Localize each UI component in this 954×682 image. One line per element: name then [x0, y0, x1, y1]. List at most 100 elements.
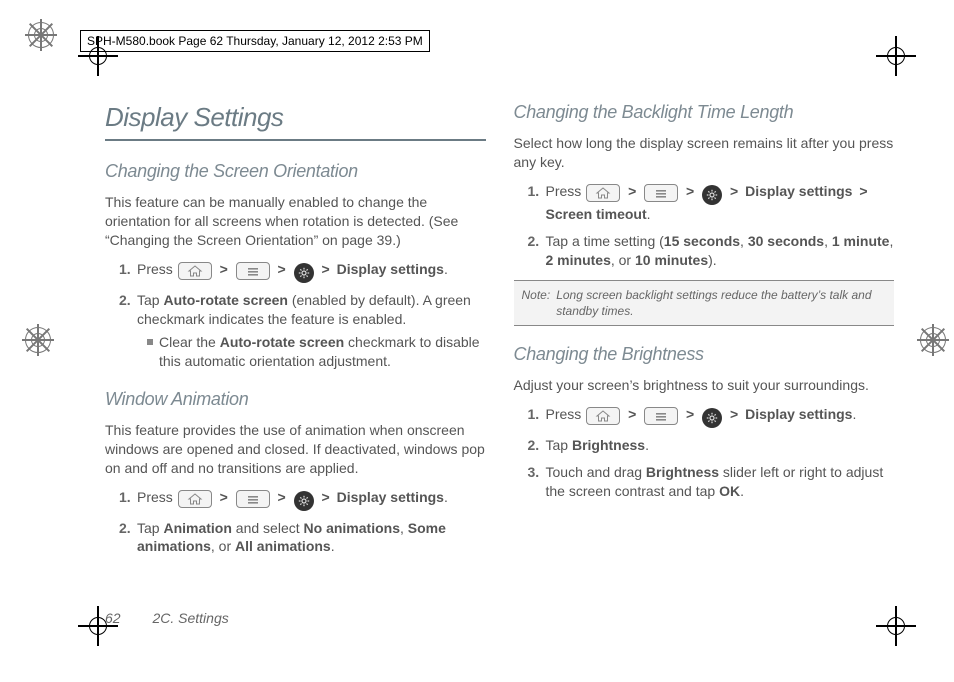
crop-mark-tr	[876, 36, 916, 76]
subheading-backlight: Changing the Backlight Time Length	[514, 100, 895, 124]
text: Clear the	[159, 334, 220, 350]
gt-icon: >	[220, 489, 228, 505]
gt-icon: >	[730, 406, 738, 422]
bold-text: 2 minutes	[546, 252, 611, 268]
paragraph: Adjust your screen’s brightness to suit …	[514, 376, 895, 395]
paragraph: This feature provides the use of animati…	[105, 421, 486, 478]
text: ,	[824, 233, 832, 249]
subheading-animation: Window Animation	[105, 387, 486, 411]
settings-key-icon	[294, 491, 314, 511]
note-label: Note:	[522, 287, 551, 319]
bullet-item: Clear the Auto-rotate screen checkmark t…	[147, 333, 486, 371]
bold-text: Display settings	[337, 489, 444, 505]
bold-text: OK	[719, 483, 740, 499]
text: Tap	[137, 292, 163, 308]
menu-key-icon	[236, 490, 270, 508]
text: ,	[889, 233, 893, 249]
registration-mark-left	[25, 327, 51, 353]
step-item: Tap Auto-rotate screen (enabled by defau…	[119, 291, 486, 371]
settings-key-icon	[294, 263, 314, 283]
text: .	[740, 483, 744, 499]
bold-text: Display settings	[337, 261, 444, 277]
step-item: Press > > > Display settings.	[528, 405, 895, 428]
settings-key-icon	[702, 408, 722, 428]
bold-text: 15 seconds	[664, 233, 740, 249]
home-key-icon	[586, 407, 620, 425]
gt-icon: >	[686, 183, 694, 199]
step-item: Tap Brightness.	[528, 436, 895, 455]
steps-list: Press > > > Display settings. Tap Bright…	[528, 405, 895, 501]
section-label: 2C. Settings	[152, 610, 228, 626]
bold-text: Display settings	[745, 183, 852, 199]
note-text: Long screen backlight settings reduce th…	[556, 287, 886, 319]
text: Tap	[137, 520, 163, 536]
text: Press	[137, 261, 177, 277]
bold-text: 30 seconds	[748, 233, 824, 249]
section-underline	[105, 139, 486, 141]
home-key-icon	[178, 490, 212, 508]
text: , or	[211, 538, 235, 554]
subheading-orientation: Changing the Screen Orientation	[105, 159, 486, 183]
registration-mark-top-left	[28, 22, 54, 48]
text: Press	[546, 406, 586, 422]
text: and select	[232, 520, 304, 536]
gt-icon: >	[278, 261, 286, 277]
bold-text: Animation	[163, 520, 231, 536]
step-item: Press > > > Display settings.	[119, 260, 486, 283]
gt-icon: >	[686, 406, 694, 422]
bold-text: Auto-rotate screen	[163, 292, 287, 308]
bold-text: All animations	[235, 538, 331, 554]
bold-text: 1 minute	[832, 233, 890, 249]
home-key-icon	[178, 262, 212, 280]
bold-text: Display settings	[745, 406, 852, 422]
text: Press	[546, 183, 586, 199]
content-area: Display Settings Changing the Screen Ori…	[105, 100, 894, 602]
bold-text: Screen timeout	[546, 206, 647, 222]
settings-key-icon	[702, 185, 722, 205]
paragraph: This feature can be manually enabled to …	[105, 193, 486, 250]
text: ,	[740, 233, 748, 249]
text: ,	[400, 520, 408, 536]
menu-key-icon	[644, 407, 678, 425]
gt-icon: >	[730, 183, 738, 199]
text: .	[852, 406, 856, 422]
text: , or	[611, 252, 635, 268]
bold-text: Auto-rotate screen	[220, 334, 344, 350]
note-box: Note: Long screen backlight settings red…	[514, 280, 895, 326]
step-item: Touch and drag Brightness slider left or…	[528, 463, 895, 501]
menu-key-icon	[644, 184, 678, 202]
page: SPH-M580.book Page 62 Thursday, January …	[0, 0, 954, 682]
registration-mark-right	[920, 327, 946, 353]
bold-text: No animations	[304, 520, 400, 536]
text: Touch and drag	[546, 464, 646, 480]
gt-icon: >	[322, 261, 330, 277]
gt-icon: >	[859, 183, 867, 199]
page-number: 62	[105, 610, 121, 626]
text: .	[645, 437, 649, 453]
text: Tap	[546, 437, 572, 453]
bold-text: 10 minutes	[635, 252, 708, 268]
subheading-brightness: Changing the Brightness	[514, 342, 895, 366]
gt-icon: >	[628, 183, 636, 199]
step-item: Press > > > Display settings.	[119, 488, 486, 511]
steps-list: Press > > > Display settings. Tap Animat…	[119, 488, 486, 557]
steps-list: Press > > > Display settings. Tap Auto-r…	[119, 260, 486, 371]
page-footer: 62 2C. Settings	[105, 610, 229, 626]
text: Press	[137, 489, 177, 505]
text: Tap a time setting (	[546, 233, 664, 249]
text: .	[444, 489, 448, 505]
text: .	[331, 538, 335, 554]
gt-icon: >	[278, 489, 286, 505]
menu-key-icon	[236, 262, 270, 280]
step-item: Tap Animation and select No animations , …	[119, 519, 486, 557]
step-item: Tap a time setting (15 seconds, 30 secon…	[528, 232, 895, 270]
step-item: Press > > > Display settings > Screen ti…	[528, 182, 895, 224]
left-column: Display Settings Changing the Screen Ori…	[105, 100, 486, 602]
bold-text: Brightness	[572, 437, 645, 453]
text: ).	[708, 252, 717, 268]
text: .	[444, 261, 448, 277]
document-header: SPH-M580.book Page 62 Thursday, January …	[80, 30, 430, 52]
gt-icon: >	[322, 489, 330, 505]
paragraph: Select how long the display screen remai…	[514, 134, 895, 172]
crop-mark-br	[876, 606, 916, 646]
